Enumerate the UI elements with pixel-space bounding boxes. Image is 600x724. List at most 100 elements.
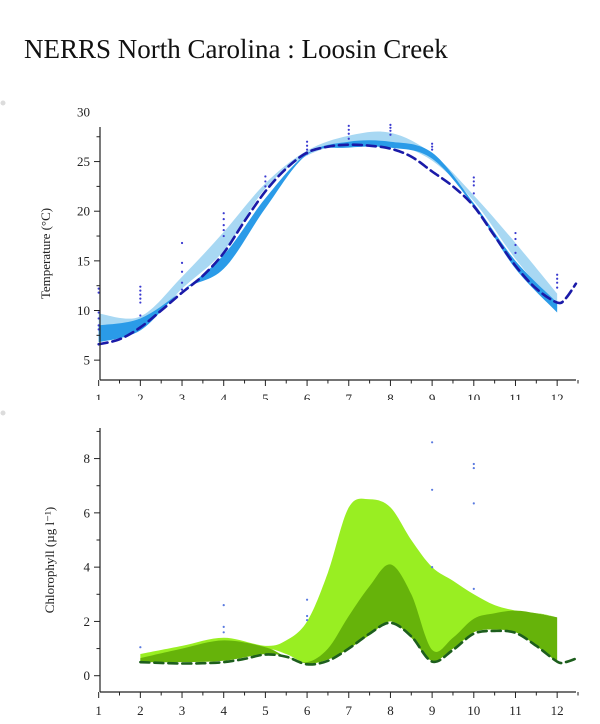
temp-data-point bbox=[222, 224, 225, 227]
chl-band-1 bbox=[140, 498, 558, 664]
chl-data-point bbox=[222, 604, 225, 607]
chl-y-tick-label: 8 bbox=[84, 451, 91, 466]
page-title: NERRS North Carolina : Loosin Creek bbox=[24, 34, 448, 64]
temp-data-point bbox=[139, 293, 142, 296]
temp-data-point bbox=[472, 192, 475, 195]
chl-x-tick-label: 9 bbox=[429, 703, 436, 718]
chl-y-tick-label: 6 bbox=[84, 505, 91, 520]
temp-data-point bbox=[431, 142, 434, 145]
temp-y-tick-label: 5 bbox=[84, 353, 91, 368]
temp-y-tick-label: 10 bbox=[77, 303, 90, 318]
temp-data-point bbox=[472, 184, 475, 187]
temp-x-tick-label: 1 bbox=[95, 391, 102, 400]
chl-data-point bbox=[472, 502, 475, 505]
temp-data-point bbox=[97, 291, 100, 294]
chl-data-point bbox=[305, 598, 309, 601]
temp-data-point bbox=[472, 180, 475, 183]
edge-marker-top bbox=[0, 100, 6, 106]
temp-data-point bbox=[97, 317, 100, 320]
temp-x-tick-label: 6 bbox=[304, 391, 311, 400]
temp-data-point bbox=[431, 145, 434, 148]
temp-x-tick-label: 11 bbox=[509, 391, 522, 400]
chl-x-tick-label: 6 bbox=[304, 703, 311, 718]
temp-data-point bbox=[389, 123, 392, 126]
chl-y-tick-label: 2 bbox=[84, 614, 91, 629]
temp-data-point bbox=[389, 129, 392, 132]
temp-data-point bbox=[347, 132, 350, 135]
chl-x-tick-label: 2 bbox=[137, 703, 144, 718]
temp-x-tick-label: 9 bbox=[429, 391, 436, 400]
temp-data-point bbox=[514, 251, 517, 255]
temp-y-tick-label: 15 bbox=[77, 253, 90, 268]
temp-data-point bbox=[389, 133, 392, 136]
temp-data-point bbox=[97, 328, 100, 331]
chl-data-point bbox=[472, 587, 475, 590]
temp-y-tick-label: 25 bbox=[77, 154, 90, 169]
chl-x-tick-label: 7 bbox=[346, 703, 353, 718]
chl-data-point bbox=[431, 488, 434, 491]
temp-data-point bbox=[180, 270, 184, 273]
temp-data-point bbox=[305, 148, 309, 151]
temp-data-point bbox=[514, 237, 517, 241]
temp-y-axis-title: Temperature (°C) bbox=[38, 208, 53, 299]
temp-data-point bbox=[139, 314, 142, 317]
edge-marker-bottom bbox=[0, 410, 6, 416]
temp-data-point bbox=[514, 231, 517, 235]
temp-data-point bbox=[305, 144, 309, 147]
chl-y-tick-label: 4 bbox=[84, 560, 91, 575]
temp-x-tick-label: 8 bbox=[387, 391, 394, 400]
temp-x-tick-label: 5 bbox=[262, 391, 269, 400]
temp-data-point bbox=[139, 301, 142, 304]
temp-data-point bbox=[264, 185, 267, 188]
temp-data-point bbox=[431, 148, 434, 151]
temp-data-point bbox=[264, 180, 267, 183]
chl-data-point bbox=[222, 625, 225, 628]
temp-data-point bbox=[222, 212, 225, 215]
temp-band-2 bbox=[98, 140, 558, 343]
temp-data-point bbox=[180, 241, 184, 245]
temp-data-point bbox=[514, 243, 517, 247]
chl-x-tick-label: 11 bbox=[509, 703, 522, 718]
chl-x-tick-label: 4 bbox=[220, 703, 227, 718]
temp-data-point bbox=[139, 289, 142, 292]
temp-x-tick-label: 7 bbox=[346, 391, 353, 400]
temp-data-point bbox=[222, 228, 225, 232]
chl-data-point bbox=[472, 462, 475, 466]
chl-x-tick-label: 5 bbox=[262, 703, 269, 718]
temp-mean-line bbox=[97, 143, 578, 346]
temp-y-tick-label: 20 bbox=[77, 204, 90, 219]
temp-data-point bbox=[556, 273, 559, 276]
temp-data-point bbox=[180, 261, 184, 264]
temp-data-point bbox=[222, 234, 225, 238]
temp-data-point bbox=[556, 281, 559, 284]
chl-x-tick-label: 12 bbox=[551, 703, 564, 718]
chl-data-point bbox=[222, 631, 225, 634]
temp-data-point bbox=[472, 176, 475, 179]
chl-data-point bbox=[305, 618, 309, 622]
temp-x-tick-label: 10 bbox=[467, 391, 480, 400]
temp-data-point bbox=[556, 277, 559, 280]
chl-data-point bbox=[431, 441, 434, 444]
temp-data-point bbox=[222, 218, 225, 221]
chl-x-tick-label: 8 bbox=[387, 703, 394, 718]
chl-data-point bbox=[305, 614, 309, 618]
temp-x-tick-label: 12 bbox=[551, 391, 564, 400]
temp-data-point bbox=[139, 285, 142, 288]
chl-mean-line bbox=[139, 621, 578, 666]
temp-data-point bbox=[264, 175, 267, 178]
temp-data-point bbox=[139, 297, 142, 300]
temp-data-point bbox=[389, 126, 392, 129]
temp-x-tick-label: 2 bbox=[137, 391, 144, 400]
temp-data-point bbox=[556, 286, 559, 289]
chl-data-point bbox=[431, 566, 434, 569]
temp-data-point bbox=[180, 288, 184, 291]
temp-data-point bbox=[347, 137, 350, 140]
temp-data-point bbox=[305, 140, 309, 143]
temp-data-point bbox=[97, 311, 100, 314]
chl-x-tick-label: 3 bbox=[179, 703, 186, 718]
temp-data-point bbox=[180, 281, 184, 284]
temp-x-tick-label: 4 bbox=[220, 391, 227, 400]
